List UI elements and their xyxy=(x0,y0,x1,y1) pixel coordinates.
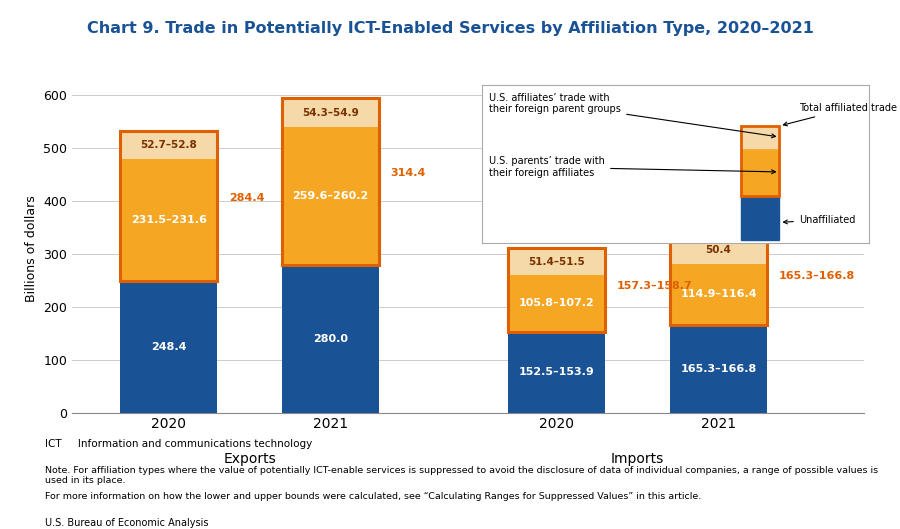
Text: 284.4: 284.4 xyxy=(229,194,265,204)
Text: Imports: Imports xyxy=(611,452,664,466)
Bar xyxy=(121,159,218,281)
Bar xyxy=(121,131,218,281)
Bar xyxy=(670,237,767,263)
Text: U.S. Bureau of Economic Analysis: U.S. Bureau of Economic Analysis xyxy=(45,518,209,528)
Text: 105.8–107.2: 105.8–107.2 xyxy=(519,298,595,308)
Text: 165.3–166.8: 165.3–166.8 xyxy=(778,271,855,281)
Text: 50.4: 50.4 xyxy=(706,245,732,256)
Bar xyxy=(670,263,767,325)
Bar xyxy=(508,248,606,332)
Text: Total affiliated trade: Total affiliated trade xyxy=(783,104,896,126)
Bar xyxy=(508,332,606,413)
Bar xyxy=(670,325,767,413)
Bar xyxy=(121,131,218,159)
Text: 152.5–153.9: 152.5–153.9 xyxy=(519,367,595,377)
Text: Chart 9. Trade in Potentially ICT-Enabled Services by Affiliation Type, 2020–202: Chart 9. Trade in Potentially ICT-Enable… xyxy=(86,21,814,36)
Text: 280.0: 280.0 xyxy=(313,334,348,343)
Bar xyxy=(741,126,779,148)
Bar xyxy=(282,127,379,264)
Text: 157.3–158.7: 157.3–158.7 xyxy=(616,280,692,290)
Text: ICT     Information and communications technology: ICT Information and communications techn… xyxy=(45,439,312,449)
Bar xyxy=(121,281,218,413)
Bar xyxy=(508,275,606,332)
Bar xyxy=(741,196,779,240)
Text: U.S. affiliates’ trade with
their foreign parent groups: U.S. affiliates’ trade with their foreig… xyxy=(490,93,776,138)
Bar xyxy=(670,237,767,325)
Text: 314.4: 314.4 xyxy=(391,168,426,178)
Text: 54.3–54.9: 54.3–54.9 xyxy=(302,107,359,117)
Bar xyxy=(508,248,606,275)
Text: Exports: Exports xyxy=(223,452,276,466)
Text: For more information on how the lower and upper bounds were calculated, see “Cal: For more information on how the lower an… xyxy=(45,492,701,501)
Text: Note. For affiliation types where the value of potentially ICT-enable services i: Note. For affiliation types where the va… xyxy=(45,466,878,485)
Bar xyxy=(282,98,379,127)
Bar xyxy=(282,98,379,264)
Text: 231.5–231.6: 231.5–231.6 xyxy=(131,215,207,225)
Text: Unaffiliated: Unaffiliated xyxy=(784,215,855,224)
Bar xyxy=(741,126,779,196)
Text: 52.7–52.8: 52.7–52.8 xyxy=(140,140,197,150)
Bar xyxy=(741,148,779,196)
Y-axis label: Billions of dollars: Billions of dollars xyxy=(24,195,38,302)
Text: 114.9–116.4: 114.9–116.4 xyxy=(680,289,757,299)
Text: 51.4–51.5: 51.4–51.5 xyxy=(528,257,585,267)
Text: U.S. parents’ trade with
their foreign affiliates: U.S. parents’ trade with their foreign a… xyxy=(490,157,776,178)
Text: 259.6–260.2: 259.6–260.2 xyxy=(292,191,369,201)
Bar xyxy=(282,264,379,413)
Text: 165.3–166.8: 165.3–166.8 xyxy=(680,364,757,373)
Text: 248.4: 248.4 xyxy=(151,342,186,352)
